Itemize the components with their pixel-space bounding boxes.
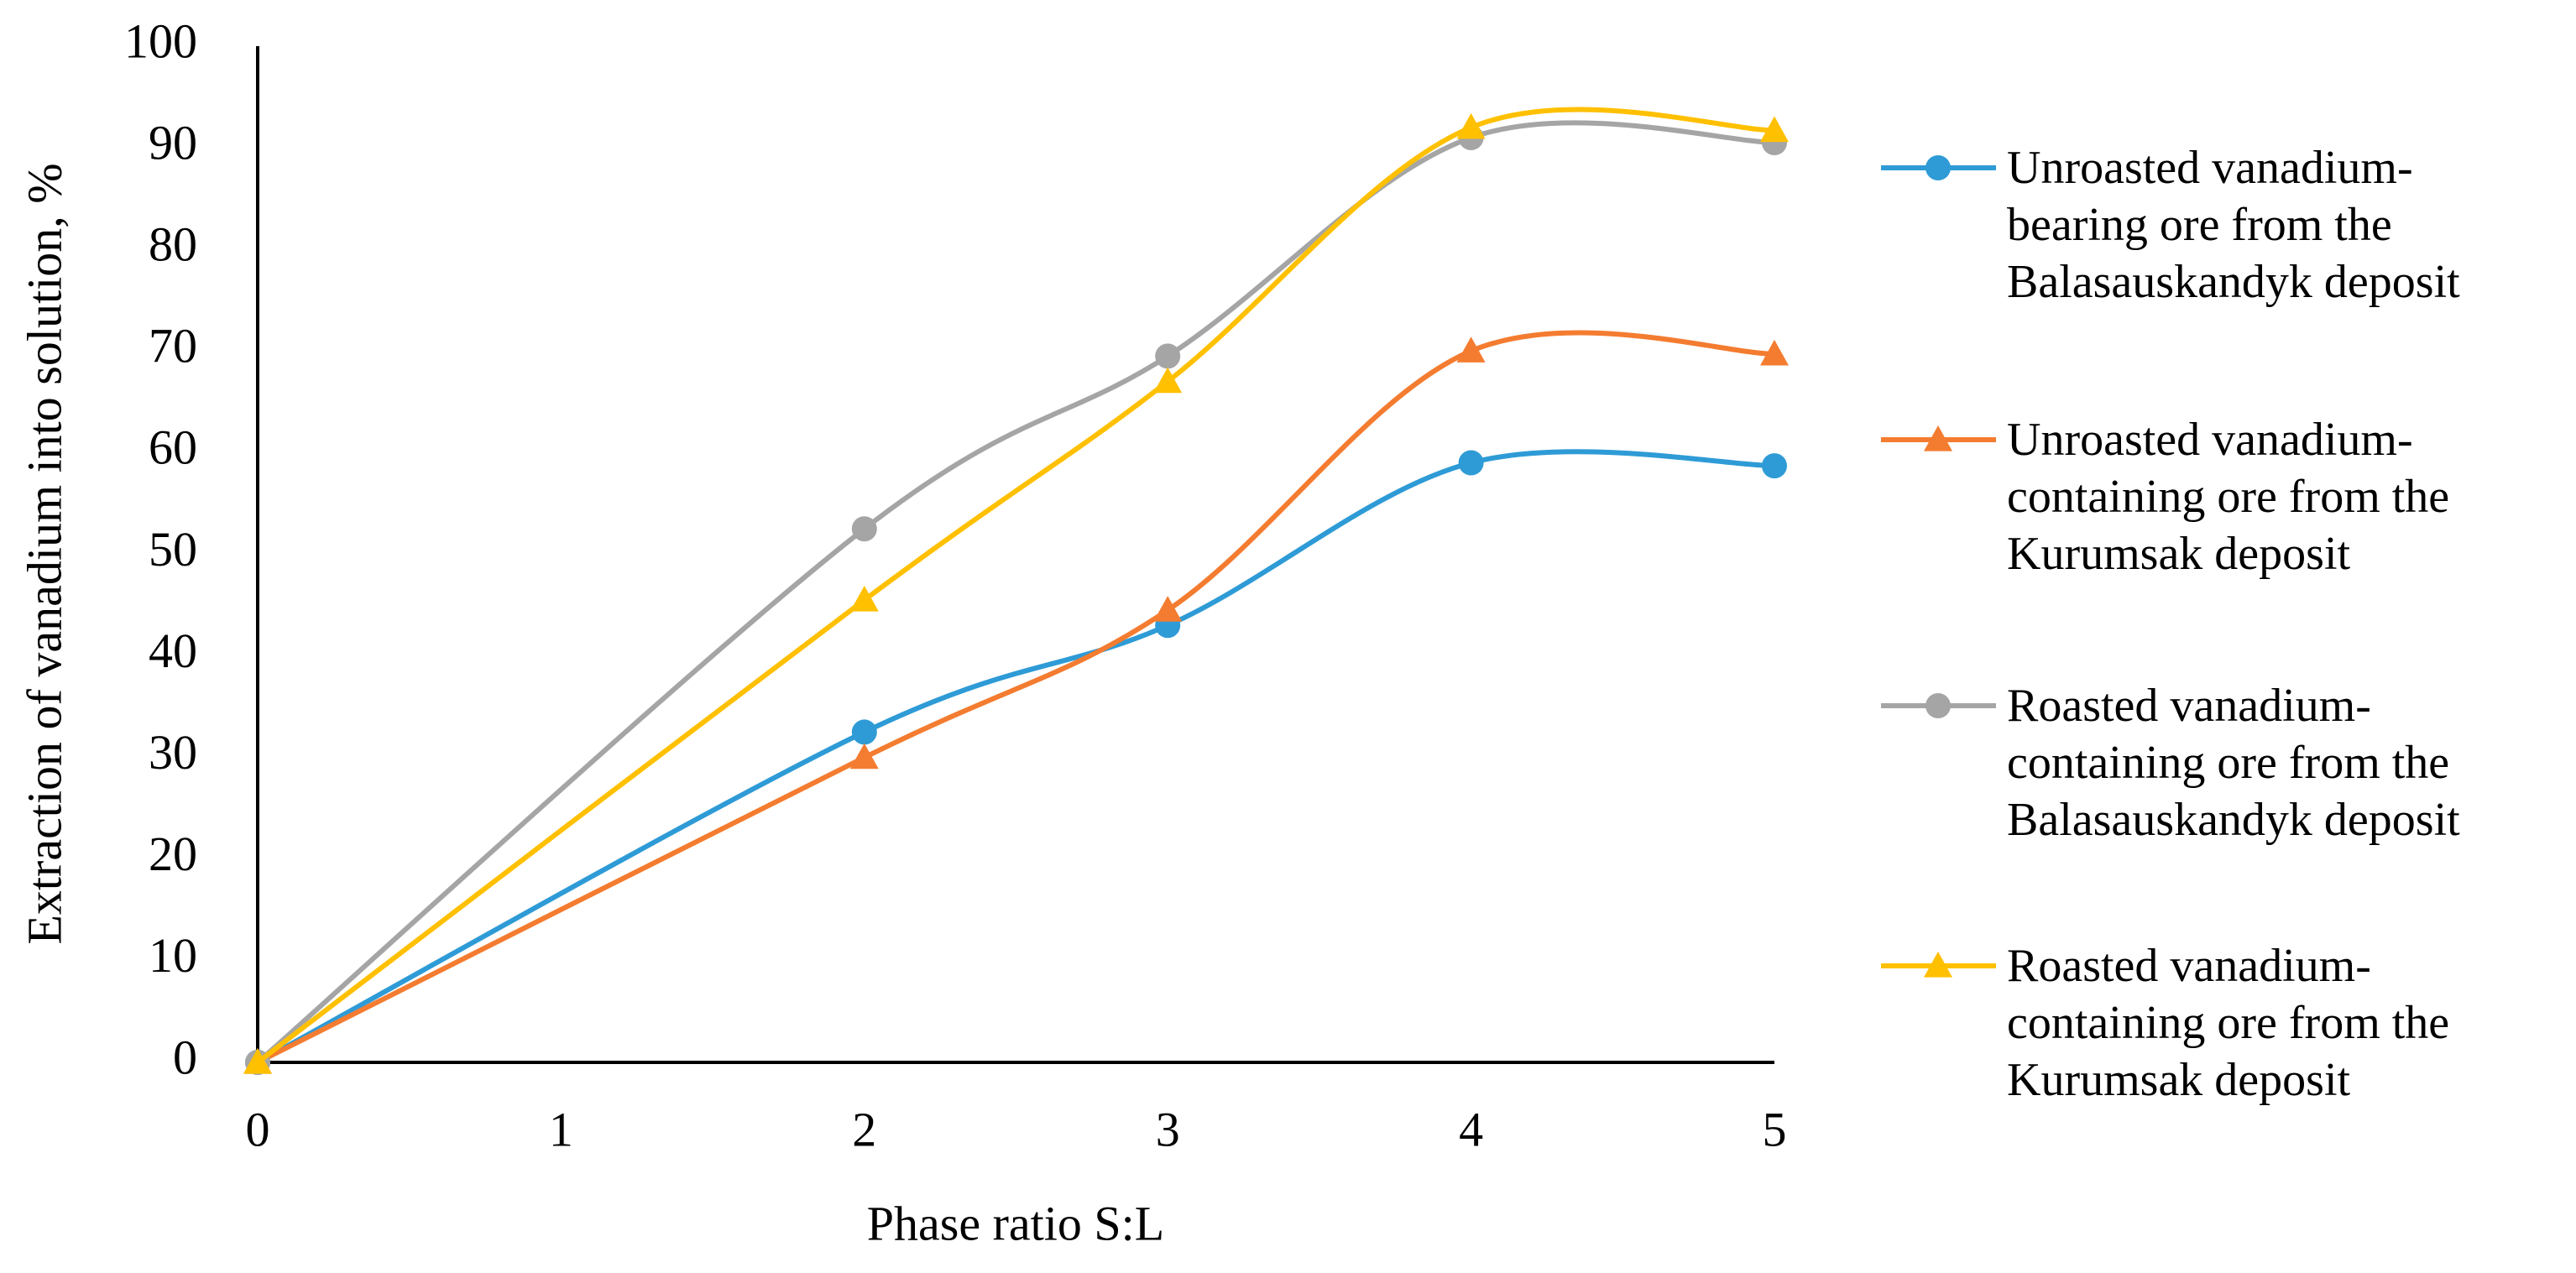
data-point <box>1762 453 1787 479</box>
series-line <box>256 107 1775 1065</box>
legend-label: Unroasted vanadium-containing ore from t… <box>2007 414 2450 580</box>
y-axis-title: Extraction of vanadium into solution, % <box>17 163 71 944</box>
x-tick-label: 5 <box>1763 1102 1787 1156</box>
data-point <box>1456 337 1486 363</box>
data-point <box>1760 339 1789 366</box>
y-tick-label: 40 <box>149 623 197 678</box>
data-point <box>1458 450 1484 476</box>
legend-marker <box>1924 425 1952 451</box>
data-point <box>1153 367 1183 394</box>
legend-marker <box>1925 155 1951 180</box>
y-tick-label: 20 <box>149 827 197 881</box>
data-point <box>1456 112 1486 139</box>
y-tick-label: 10 <box>149 928 197 983</box>
series-line <box>256 449 1775 1065</box>
data-point <box>849 743 879 770</box>
x-axis-title: Phase ratio S:L <box>867 1196 1164 1250</box>
data-point <box>243 1048 272 1074</box>
x-tick-label: 0 <box>246 1102 270 1156</box>
data-point <box>1155 343 1181 369</box>
legend-marker <box>1925 693 1951 718</box>
series-line <box>256 120 1775 1065</box>
x-tick-label: 2 <box>852 1102 876 1156</box>
legend-label: Unroasted vanadium-bearing ore from the … <box>2007 142 2460 308</box>
y-tick-label: 100 <box>124 13 197 68</box>
data-point <box>851 516 877 542</box>
series-line <box>256 330 1775 1065</box>
x-tick-label: 1 <box>549 1102 573 1156</box>
y-tick-label: 0 <box>173 1030 197 1084</box>
legend-marker <box>1924 952 1952 978</box>
y-tick-label: 60 <box>149 420 197 475</box>
y-tick-label: 30 <box>149 725 197 780</box>
x-tick-label: 3 <box>1156 1102 1180 1156</box>
x-tick-label: 4 <box>1459 1102 1483 1156</box>
y-tick-label: 50 <box>149 522 197 577</box>
legend-label: Roasted vanadium-containing ore from the… <box>2007 940 2450 1106</box>
y-tick-label: 90 <box>149 115 197 170</box>
y-tick-label: 80 <box>149 217 197 272</box>
data-point <box>1153 596 1183 622</box>
legend-label: Roasted vanadium-containing ore from the… <box>2007 680 2460 846</box>
data-point <box>849 585 879 612</box>
data-point <box>1760 116 1789 143</box>
y-tick-label: 70 <box>149 319 197 373</box>
data-point <box>851 719 877 745</box>
